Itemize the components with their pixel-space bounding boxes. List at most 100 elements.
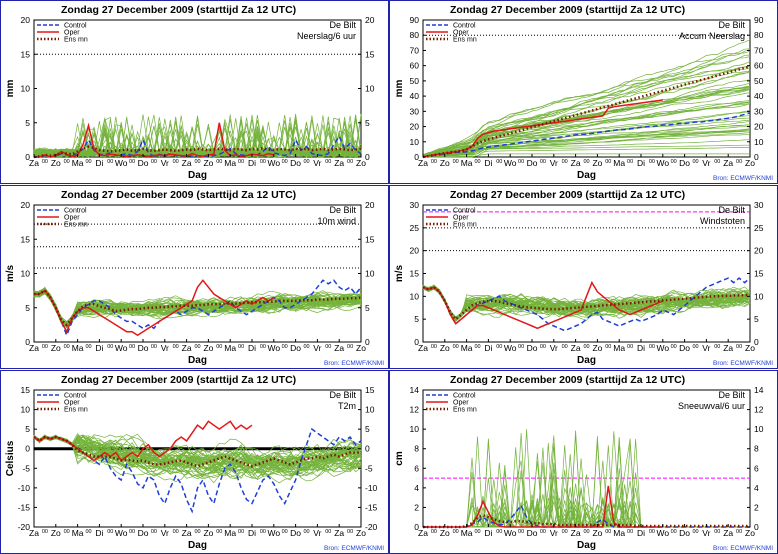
ytick-label-right: 0 xyxy=(365,152,370,162)
member-line xyxy=(422,56,751,156)
y-axis-label: mm xyxy=(5,80,16,98)
ytick-label-right: 15 xyxy=(365,385,375,395)
day-label: Do xyxy=(679,158,690,168)
hour-marker: 00 xyxy=(692,344,698,350)
ytick-label-left: 20 xyxy=(21,15,31,25)
ytick-label-right: 14 xyxy=(754,385,764,395)
day-label: Za xyxy=(29,528,39,538)
legend-entry: Ens mn xyxy=(453,222,477,229)
member-line xyxy=(422,70,751,157)
legend-entry: Oper xyxy=(453,215,469,222)
ytick-label-left: 30 xyxy=(410,106,420,116)
hour-marker: 00 xyxy=(518,159,524,165)
ytick-label-left: 30 xyxy=(410,200,420,210)
series-control xyxy=(422,112,751,158)
ytick-label-left: 0 xyxy=(414,152,419,162)
hour-marker: 00 xyxy=(736,529,742,535)
ytick-label-left: 80 xyxy=(410,30,420,40)
day-label: Vr xyxy=(550,158,558,168)
hour-marker: 00 xyxy=(627,344,633,350)
day-label: Wo xyxy=(504,158,517,168)
ytick-label-left: 10 xyxy=(410,137,420,147)
day-label: Ma xyxy=(461,528,473,538)
hour-marker: 00 xyxy=(692,529,698,535)
day-label: Di xyxy=(484,158,492,168)
series-ens-mn xyxy=(422,285,750,321)
station-name: De Bilt xyxy=(718,390,745,400)
day-label: Wo xyxy=(115,528,128,538)
hour-marker: 00 xyxy=(282,529,288,535)
ytick-label-right: 6 xyxy=(754,463,759,473)
hour-marker: 00 xyxy=(173,529,179,535)
panel-title: Zondag 27 December 2009 (starttijd Za 12… xyxy=(450,189,685,201)
ytick-label-right: 15 xyxy=(365,234,375,244)
hour-marker: 00 xyxy=(194,344,200,350)
chart-windstoten: Zondag 27 December 2009 (starttijd Za 12… xyxy=(394,189,773,367)
ytick-label-left: 10 xyxy=(21,84,31,94)
hour-marker: 00 xyxy=(714,529,720,535)
day-label: Do xyxy=(527,343,538,353)
ytick-label-right: 10 xyxy=(754,424,764,434)
ytick-label-right: 30 xyxy=(754,200,764,210)
ytick-label-left: -20 xyxy=(18,522,31,532)
chart-t2m: Zondag 27 December 2009 (starttijd Za 12… xyxy=(5,374,384,552)
hour-marker: 00 xyxy=(540,529,546,535)
ytick-label-right: -10 xyxy=(365,483,378,493)
series-oper xyxy=(34,122,274,158)
ytick-label-right: 12 xyxy=(754,405,764,415)
ytick-label-right: 10 xyxy=(365,269,375,279)
day-label: Zo xyxy=(51,528,61,538)
hour-marker: 00 xyxy=(583,159,589,165)
hour-marker: 00 xyxy=(649,344,655,350)
ytick-label-right: 20 xyxy=(754,122,764,132)
hour-marker: 00 xyxy=(303,529,309,535)
ytick-label-left: 15 xyxy=(21,234,31,244)
member-line xyxy=(422,50,751,156)
hour-marker: 00 xyxy=(736,344,742,350)
day-label: Za xyxy=(418,528,428,538)
hour-marker: 00 xyxy=(303,344,309,350)
ytick-label-left: 0 xyxy=(25,444,30,454)
hour-marker: 00 xyxy=(453,159,459,165)
hour-marker: 00 xyxy=(194,159,200,165)
hour-marker: 00 xyxy=(325,344,331,350)
hour-marker: 00 xyxy=(714,159,720,165)
ytick-label-left: 5 xyxy=(25,118,30,128)
day-label: Wo xyxy=(504,528,517,538)
legend-entry: Control xyxy=(64,23,87,30)
hour-marker: 00 xyxy=(194,529,200,535)
ytick-label-right: 0 xyxy=(365,337,370,347)
hour-marker: 00 xyxy=(562,344,568,350)
member-line xyxy=(423,453,750,528)
member-line xyxy=(33,433,362,484)
member-line xyxy=(33,435,362,471)
day-label: Vr xyxy=(313,343,321,353)
ytick-label-right: 15 xyxy=(365,49,375,59)
day-label: Zo xyxy=(356,158,366,168)
ytick-label-left: 5 xyxy=(414,314,419,324)
day-label: Zo xyxy=(356,528,366,538)
day-label: Zo xyxy=(356,343,366,353)
ytick-label-right: 5 xyxy=(754,314,759,324)
hour-marker: 00 xyxy=(627,159,633,165)
ytick-label-left: -15 xyxy=(18,502,31,512)
hour-marker: 00 xyxy=(238,159,244,165)
ensemble-members xyxy=(422,39,751,158)
legend-entry: Control xyxy=(453,393,476,400)
member-line xyxy=(33,434,362,471)
x-axis-label: Dag xyxy=(577,170,596,181)
panel-accum: Zondag 27 December 2009 (starttijd Za 12… xyxy=(389,0,778,184)
panel-title: Zondag 27 December 2009 (starttijd Za 12… xyxy=(61,189,296,201)
ytick-label-right: 2 xyxy=(754,502,759,512)
day-label: Za xyxy=(418,343,428,353)
legend-entry: Ens mn xyxy=(453,407,477,414)
hour-marker: 00 xyxy=(64,344,70,350)
member-line xyxy=(33,434,362,484)
legend-entry: Control xyxy=(64,208,87,215)
hour-marker: 00 xyxy=(671,529,677,535)
day-label: Do xyxy=(290,158,301,168)
member-line xyxy=(423,153,750,158)
hour-marker: 00 xyxy=(540,159,546,165)
day-label: Za xyxy=(723,158,733,168)
